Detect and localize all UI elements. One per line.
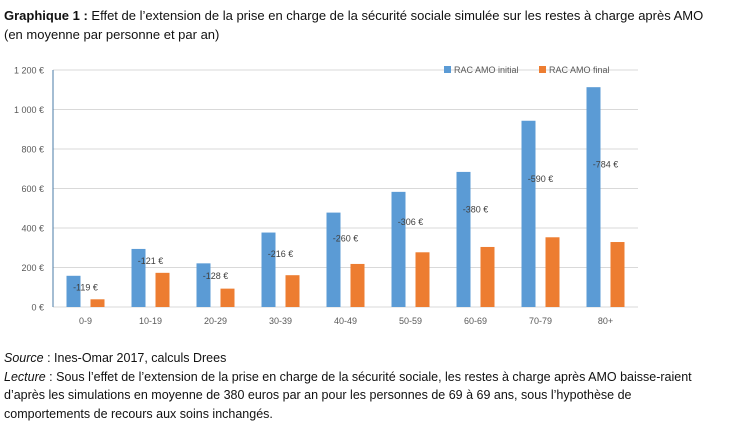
y-tick-label: 0 €	[31, 303, 44, 313]
bar-initial	[131, 248, 146, 307]
x-tick-label: 30-39	[269, 316, 292, 326]
bar-initial	[391, 191, 406, 307]
lecture-note: Lecture : Sous l’effet de l’extension de…	[4, 368, 704, 424]
bar-initial	[521, 120, 536, 307]
y-tick-label: 1 000 €	[14, 105, 44, 115]
x-tick-label: 40-49	[334, 316, 357, 326]
bar-initial	[196, 263, 211, 307]
x-tick-label: 50-59	[399, 316, 422, 326]
bar-final	[220, 288, 235, 307]
data-label: -260 €	[333, 233, 359, 243]
data-label: -590 €	[528, 174, 554, 184]
bar-final	[155, 272, 170, 307]
bar-initial	[456, 171, 471, 307]
bar-final	[545, 237, 560, 307]
bar-final	[350, 263, 365, 307]
data-label: -119 €	[73, 283, 98, 293]
legend-swatch	[444, 66, 451, 73]
data-label: -306 €	[398, 217, 424, 227]
bar-initial	[261, 232, 276, 307]
x-tick-label: 10-19	[139, 316, 162, 326]
x-tick-label: 0-9	[79, 316, 92, 326]
legend-swatch	[539, 66, 546, 73]
bar-final	[90, 299, 105, 307]
data-label: -216 €	[268, 249, 294, 259]
x-tick-label: 70-79	[529, 316, 552, 326]
bar-final	[610, 242, 625, 307]
lecture-label: Lecture	[4, 369, 46, 384]
data-label: -784 €	[593, 160, 619, 170]
legend-label: RAC AMO final	[549, 65, 610, 75]
data-label: -128 €	[203, 271, 229, 281]
y-tick-label: 600 €	[21, 184, 44, 194]
data-label: -121 €	[138, 256, 164, 266]
bar-initial	[586, 87, 601, 308]
source-note: Source : Ines-Omar 2017, calculs Drees	[4, 349, 704, 368]
data-label: -380 €	[463, 204, 489, 214]
legend-label: RAC AMO initial	[454, 65, 519, 75]
x-tick-label: 60-69	[464, 316, 487, 326]
y-tick-label: 800 €	[21, 145, 44, 155]
bar-initial	[66, 275, 81, 307]
y-tick-label: 200 €	[21, 263, 44, 273]
source-label: Source	[4, 351, 44, 365]
chart-title: Graphique 1 : Effet de l’extension de la…	[4, 6, 704, 44]
bar-final	[285, 275, 300, 307]
y-tick-label: 400 €	[21, 224, 44, 234]
bar-final	[415, 252, 430, 307]
x-tick-label: 80+	[598, 316, 613, 326]
chart-title-label: Graphique 1 :	[4, 8, 88, 23]
lecture-text: : Sous l’effet de l’extension de la pris…	[4, 369, 692, 421]
y-tick-label: 1 200 €	[14, 66, 44, 76]
bar-initial	[326, 212, 341, 307]
bar-chart: 0 € 200 € 400 € 600 € 800 € 1 000 € 1 200 € -11…	[14, 65, 638, 326]
chart-title-text: Effet de l’extension de la prise en char…	[4, 8, 704, 42]
x-tick-label: 20-29	[204, 316, 227, 326]
source-text: : Ines-Omar 2017, calculs Drees	[43, 351, 227, 365]
bar-final	[480, 246, 495, 307]
chart-notes: Source : Ines-Omar 2017, calculs Drees L…	[4, 349, 704, 423]
